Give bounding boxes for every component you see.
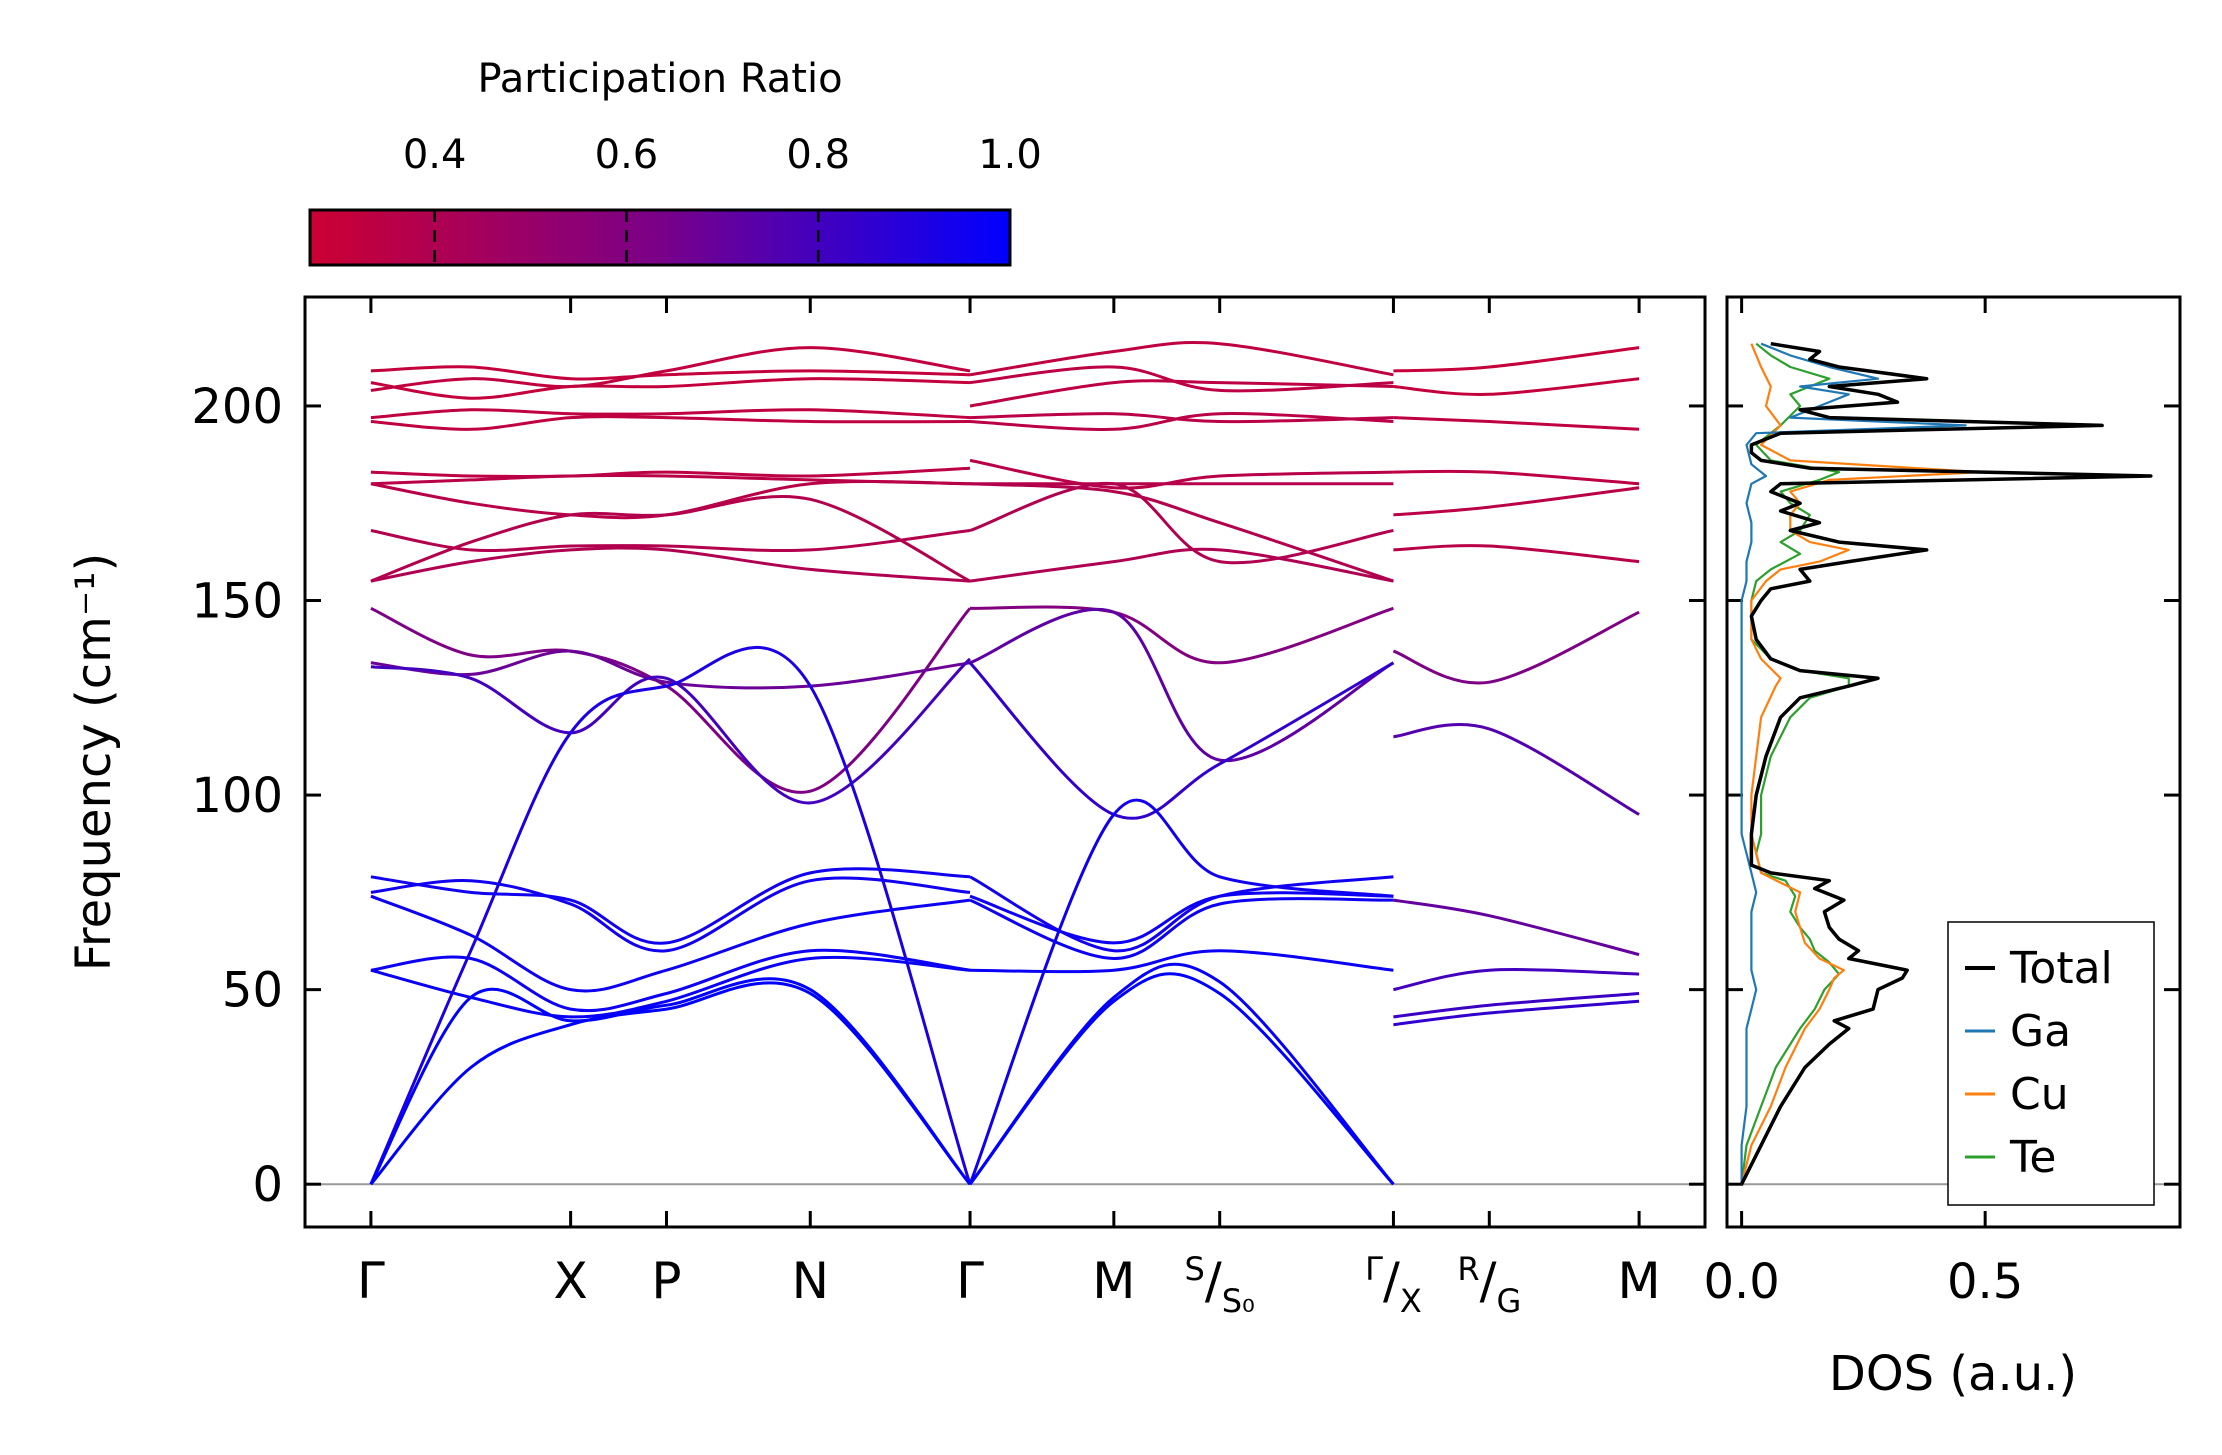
phonon-band	[1393, 968, 1640, 992]
colorbar-label: Participation Ratio	[477, 56, 842, 102]
dos-line-total	[1740, 341, 2153, 1185]
dispersion-bands	[369, 341, 1640, 1186]
phonon-band	[969, 897, 1394, 961]
phonon-band	[370, 346, 971, 392]
kpoint-label: X	[553, 1252, 587, 1310]
phonon-band	[969, 891, 1394, 945]
phonon-band	[1393, 346, 1640, 373]
dispersion-panel: 0 50 100 150 200 Γ X P N Γ M S/S₀ Γ/X R/G M Frequency…	[66, 295, 2180, 1320]
dispersion-y-ticks: 0 50 100 150 200	[191, 379, 2180, 1213]
phonon-band	[369, 981, 972, 1186]
y-tick-label: 50	[222, 963, 283, 1019]
phonon-band	[370, 606, 972, 794]
phonon-band	[370, 649, 971, 690]
dos-x-tick-label: 0.0	[1703, 1254, 1779, 1310]
kpoint-label: N	[792, 1252, 829, 1310]
y-tick-label: 200	[191, 379, 283, 435]
phonon-band	[370, 657, 972, 805]
phonon-band	[370, 365, 971, 381]
phonon-band	[370, 466, 971, 478]
dispersion-frame	[303, 295, 1707, 1229]
kpoint-label: Γ	[956, 1252, 984, 1310]
dos-panel: 0.0 0.5 DOS (a.u.) Total Ga Cu Te	[1703, 295, 2182, 1402]
phonon-band	[1392, 610, 1640, 685]
phonon-band	[370, 955, 971, 1019]
phonon-band	[969, 341, 1394, 377]
phonon-band	[969, 412, 1394, 431]
phonon-band	[969, 875, 1394, 953]
phonon-band	[370, 876, 971, 953]
colorbar: Participation Ratio 0.4 0.6 0.8 1.0	[308, 56, 1042, 267]
phonon-band	[370, 529, 971, 553]
phonon-band	[370, 495, 971, 583]
phonon-band	[370, 415, 971, 431]
phonon-band	[369, 646, 972, 1185]
legend-label: Cu	[2010, 1069, 2069, 1120]
colorbar-gradient	[308, 208, 1012, 267]
phonon-band	[969, 481, 1394, 565]
phonon-band	[969, 482, 1394, 583]
legend-items: Total Ga Cu Te	[1965, 943, 2113, 1183]
phonon-band	[969, 547, 1394, 583]
legend-label: Total	[2009, 943, 2113, 994]
phonon-band	[370, 546, 971, 583]
phonon-band	[370, 408, 971, 420]
phonon-band	[969, 365, 1394, 393]
phonon-band	[370, 479, 971, 520]
colorbar-tick-label: 0.8	[786, 132, 850, 178]
legend-label: Ga	[2010, 1006, 2071, 1057]
kpoint-label: S/S₀	[1185, 1250, 1255, 1320]
kpoint-label: Γ	[357, 1252, 385, 1310]
y-axis-label: Frequency (cm⁻¹)	[66, 553, 122, 971]
phonon-band	[968, 972, 1395, 1186]
phonon-band	[968, 798, 1394, 1185]
phonon-band	[370, 948, 971, 1013]
phonon-band	[370, 377, 971, 400]
kpoint-label: Γ/X	[1365, 1250, 1422, 1320]
colorbar-tick-label: 0.4	[403, 132, 467, 178]
colorbar-tick-label: 1.0	[978, 132, 1042, 178]
dos-x-axis-label: DOS (a.u.)	[1829, 1346, 2077, 1402]
phonon-band	[370, 894, 971, 993]
phonon-band	[1393, 898, 1640, 957]
colorbar-ticks: 0.4 0.6 0.8 1.0	[403, 132, 1042, 265]
y-tick-label: 100	[191, 768, 283, 824]
dos-line-cu	[1740, 343, 1982, 1185]
phonon-band	[1393, 999, 1640, 1027]
dos-frame	[1725, 295, 2182, 1229]
dos-x-tick-label: 0.5	[1947, 1254, 2023, 1310]
kpoint-label: R/G	[1457, 1250, 1521, 1320]
kpoint-label: M	[1618, 1252, 1661, 1310]
phonon-band	[1393, 992, 1640, 1019]
legend-label: Te	[2009, 1132, 2056, 1183]
phonon-band	[1393, 544, 1640, 564]
dispersion-kpoint-ticks: Γ X P N Γ M S/S₀ Γ/X R/G M	[357, 297, 1661, 1320]
dos-legend: Total Ga Cu Te	[1947, 921, 2155, 1206]
kpoint-label: M	[1092, 1252, 1135, 1310]
phonon-band	[968, 661, 1395, 820]
phonon-band	[1393, 377, 1640, 396]
phonon-band	[1393, 486, 1640, 517]
dos-ticks: 0.0 0.5	[1703, 297, 2023, 1310]
y-tick-label: 0	[252, 1157, 283, 1213]
phonon-band	[969, 608, 1395, 763]
phonon-band	[969, 605, 1394, 665]
phonon-band	[1393, 416, 1640, 431]
phonon-band	[370, 867, 971, 945]
dos-series	[1740, 341, 2153, 1185]
phonon-band	[969, 379, 1394, 408]
kpoint-label: P	[651, 1252, 681, 1310]
phonon-band	[969, 949, 1394, 974]
phonon-band	[1393, 723, 1640, 816]
colorbar-tick-label: 0.6	[595, 132, 659, 178]
y-tick-label: 150	[191, 574, 283, 630]
phonon-band	[1393, 469, 1640, 486]
